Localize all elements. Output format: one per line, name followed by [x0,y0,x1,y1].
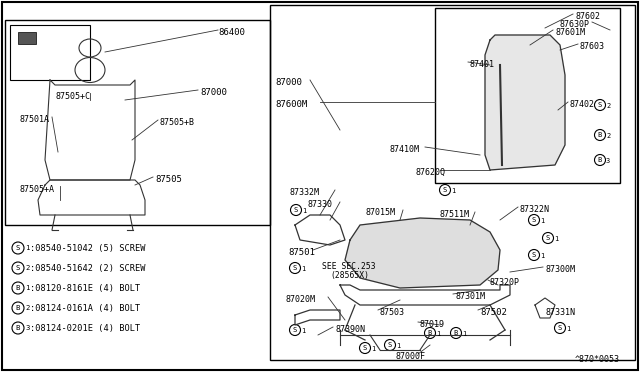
Bar [435,8,620,183]
Text: SEE SEC.253: SEE SEC.253 [322,262,376,271]
Text: 2: 2 [25,305,29,311]
Text: 87503: 87503 [380,308,405,317]
Text: 1: 1 [302,208,307,214]
Text: :08124-0161A (4) BOLT: :08124-0161A (4) BOLT [30,304,140,312]
Text: 87390N: 87390N [335,325,365,334]
Text: :08120-8161E (4) BOLT: :08120-8161E (4) BOLT [30,283,140,292]
Text: 87501: 87501 [288,248,315,257]
Text: 87020M: 87020M [285,295,315,304]
Text: B: B [16,325,20,331]
Text: S: S [293,327,297,333]
Text: 1: 1 [301,328,305,334]
Text: 86400: 86400 [218,28,245,37]
Text: :08540-51042 (5) SCREW: :08540-51042 (5) SCREW [30,244,145,253]
Text: 3: 3 [606,158,611,164]
Text: B: B [428,330,432,336]
Text: 87401: 87401 [470,60,495,69]
Text: 1: 1 [451,188,455,194]
Text: 87601M: 87601M [555,28,585,37]
Text: 87019: 87019 [420,320,445,329]
Text: 87505+C: 87505+C [55,92,90,101]
Text: 87511M: 87511M [440,210,470,219]
Bar [5,20,270,225]
Text: 1: 1 [371,346,375,352]
Text: 87505: 87505 [155,175,182,184]
Text: S: S [363,345,367,351]
Text: 87502: 87502 [480,308,507,317]
Text: 1: 1 [25,245,29,251]
Bar [270,5,635,360]
Text: 87410M: 87410M [390,145,420,154]
Text: 87000: 87000 [275,78,302,87]
Text: 87602: 87602 [575,12,600,21]
Text: 87000: 87000 [200,88,227,97]
Text: S: S [532,252,536,258]
Text: :08540-51642 (2) SCREW: :08540-51642 (2) SCREW [30,263,145,273]
Bar [10,25,90,80]
Text: B: B [598,132,602,138]
Text: (28565X): (28565X) [330,271,369,280]
Text: 1: 1 [554,236,558,242]
Text: 1: 1 [396,343,400,349]
Text: 3: 3 [25,325,29,331]
Text: B: B [598,157,602,163]
Text: 87015M: 87015M [366,208,396,217]
Text: 87505+A: 87505+A [20,185,55,194]
Text: :08124-0201E (4) BOLT: :08124-0201E (4) BOLT [30,324,140,333]
Text: B: B [16,305,20,311]
Text: S: S [443,187,447,193]
Text: 87000F: 87000F [395,352,425,361]
Text: S: S [293,265,297,271]
Text: 1: 1 [540,218,544,224]
Text: 87630P: 87630P [560,20,590,29]
Text: 87331N: 87331N [545,308,575,317]
Text: S: S [532,217,536,223]
Text: 2: 2 [606,103,611,109]
Text: ^870*0053: ^870*0053 [575,355,620,364]
Text: S: S [294,207,298,213]
Text: S: S [388,342,392,348]
Text: S: S [16,265,20,271]
Text: S: S [546,235,550,241]
Polygon shape [485,35,565,170]
Text: S: S [598,102,602,108]
Text: 1: 1 [462,331,467,337]
Text: B: B [16,285,20,291]
Text: 2: 2 [25,265,29,271]
Text: 87501A: 87501A [20,115,50,124]
Text: 87330: 87330 [308,200,333,209]
Text: 1: 1 [301,266,305,272]
Text: 1: 1 [566,326,570,332]
Text: 87320P: 87320P [490,278,520,287]
Bar [18,32,36,44]
Text: 87620Q: 87620Q [415,168,445,177]
Text: 87402: 87402 [570,100,595,109]
Text: 87600M: 87600M [275,100,307,109]
Text: 87322N: 87322N [520,205,550,214]
Text: 2: 2 [606,133,611,139]
Text: 87301M: 87301M [455,292,485,301]
Polygon shape [345,218,500,288]
Text: 87603: 87603 [580,42,605,51]
Text: 87300M: 87300M [545,265,575,274]
Text: 1: 1 [25,285,29,291]
Text: B: B [454,330,458,336]
Text: 1: 1 [540,253,544,259]
Text: 1: 1 [436,331,440,337]
Text: S: S [558,325,562,331]
Text: S: S [16,245,20,251]
Text: 87332M: 87332M [290,188,320,197]
Text: 87505+B: 87505+B [160,118,195,127]
